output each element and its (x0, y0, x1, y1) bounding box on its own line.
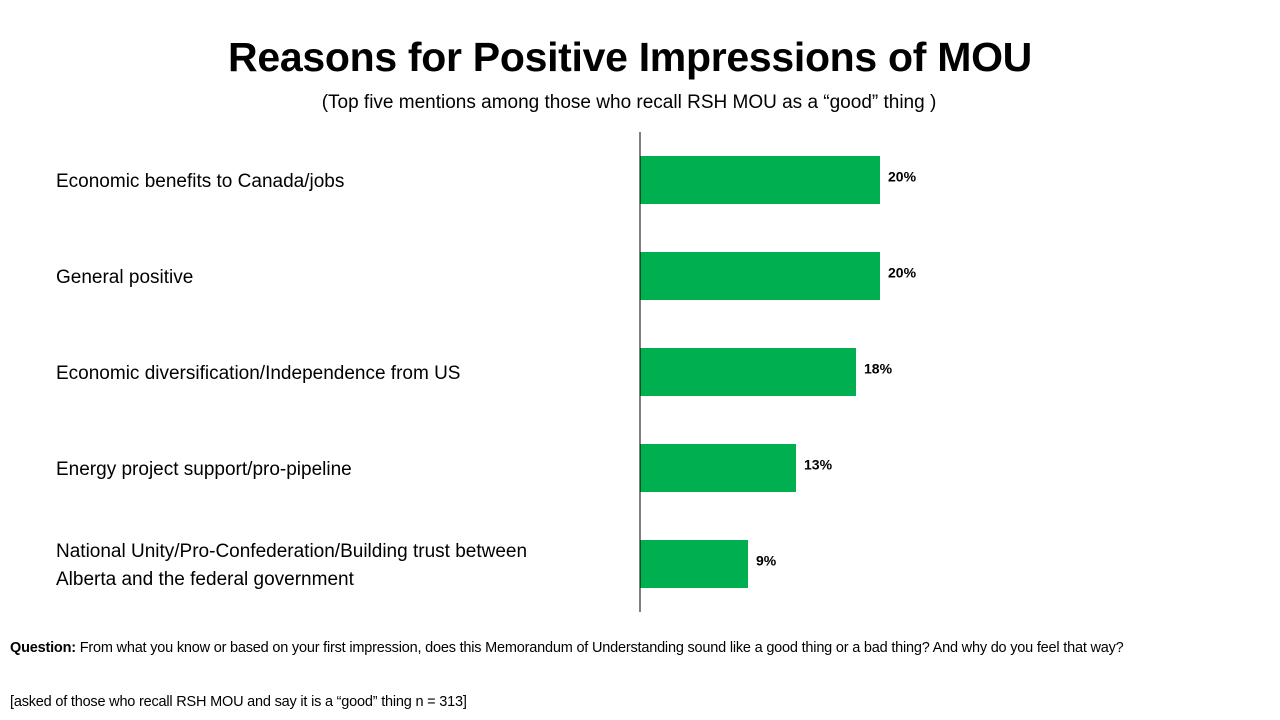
data-label: 20% (888, 265, 917, 281)
data-label: 20% (888, 169, 917, 185)
category-label: General positive (56, 267, 193, 288)
category-label: National Unity/Pro-Confederation/Buildin… (56, 541, 527, 562)
data-label: 13% (804, 457, 833, 473)
category-label: Alberta and the federal government (56, 569, 355, 590)
question-body: From what you know or based on your firs… (75, 640, 1124, 656)
data-label: 9% (756, 553, 777, 569)
chart-subtitle: (Top five mentions among those who recal… (321, 92, 937, 113)
sample-note: [asked of those who recall RSH MOU and s… (10, 694, 467, 710)
chart-title: Reasons for Positive Impressions of MOU (228, 34, 1032, 80)
category-label: Economic benefits to Canada/jobs (56, 171, 344, 192)
question-label: Question: (10, 640, 76, 656)
category-label: Economic diversification/Independence fr… (56, 363, 460, 384)
bar (640, 540, 748, 588)
bar (640, 348, 856, 396)
data-label: 18% (864, 361, 893, 377)
category-label: Energy project support/pro-pipeline (56, 459, 352, 480)
question-text: Question: From what you know or based on… (10, 638, 1270, 659)
bar (640, 156, 880, 204)
bar (640, 444, 796, 492)
bar (640, 252, 880, 300)
